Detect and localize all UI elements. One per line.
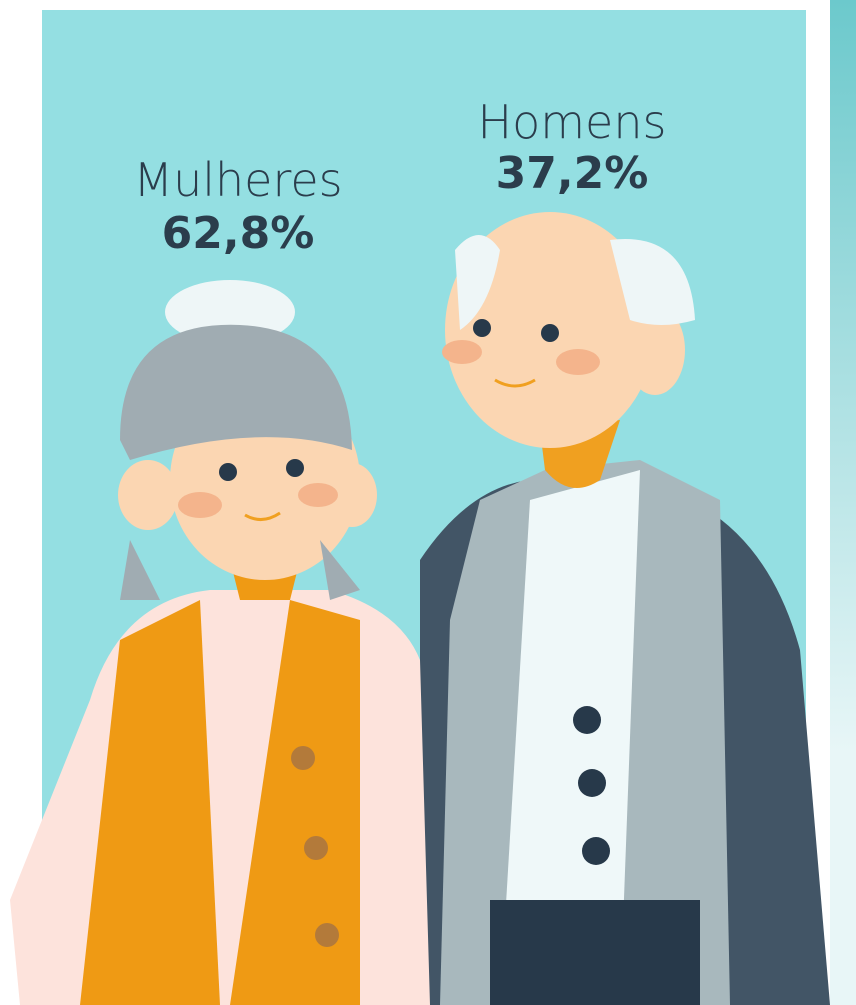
side-strip — [830, 0, 856, 1005]
group-value: 62,8% — [162, 208, 315, 259]
group-label: Mulheres — [133, 153, 342, 207]
illustration — [10, 212, 830, 1005]
group-label: Homens — [478, 95, 667, 149]
group-value: 37,2% — [496, 148, 649, 199]
